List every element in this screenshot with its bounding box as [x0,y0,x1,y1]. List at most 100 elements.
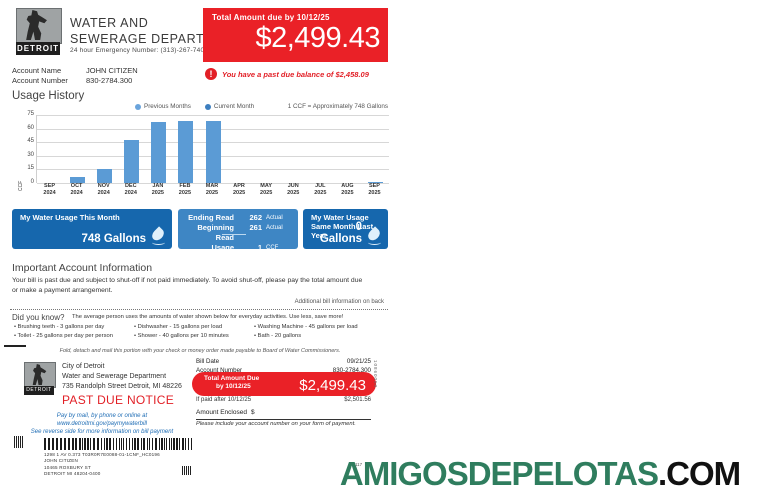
amount-enclosed-line [196,419,371,420]
chart-x-tick: MAY 2025 [253,183,280,197]
stub-total-due-banner: Total Amount Due by 10/12/25 $2,499.43 [192,372,376,396]
chart-plot-area: 75 60 45 30 15 0 [36,115,389,183]
amount-enclosed-input[interactable]: $ [251,409,371,416]
barcode-bar [64,438,66,450]
chart-bar-cell [335,115,362,183]
chart-legend: Previous Months Current Month [135,103,254,110]
chart-bar [124,140,139,183]
usage-this-month-value: 748 Gallons [20,233,146,245]
past-due-text: You have a past due balance of $2,458.09 [222,70,369,79]
stub-address-block: City of Detroit Water and Sewerage Depar… [62,362,182,392]
barcode-bar [75,438,77,450]
header-account-number-value: 830-2784.300 [86,76,132,85]
stub-pay-note-line1: Pay by mail, by phone or online at www.d… [12,412,192,428]
chart-y-axis-label: CCF [18,181,24,191]
barcode-bar [164,438,165,450]
chart-bar [151,122,166,183]
barcode-bar [191,438,192,450]
stub-street: 735 Randolph Street Detroit, MI 48226 [62,382,182,392]
detach-instruction: Fold, detach and mail this portion with … [40,348,360,354]
chart-bar [206,121,221,183]
usage-last-year-box: My Water Usage Same Month Last Year 0 Ga… [303,209,388,249]
right-column: Account Information Account NameJOHN CIT… [400,0,782,503]
water-fact: • Brushing teeth - 3 gallons per day [14,324,134,330]
chart-bar-cell [91,115,118,183]
barcode-bar [152,438,153,450]
water-fact: • Dishwasher - 15 gallons per load [134,324,254,330]
barcode-bar [123,438,124,450]
barcode-bar [119,438,120,450]
chart-bar-cell [254,115,281,183]
barcode-bar [109,438,111,450]
chart-x-tick: AUG 2025 [334,183,361,197]
water-fact: • Toilet - 25 gallons per day per person [14,333,134,339]
chart-x-axis: SEP 2024 OCT 2024 NOV 2024 DEC 2024 JAN 2025 FEB 20… [36,183,388,197]
mail-mark: 117 [355,462,362,467]
barcode-bar [90,438,91,450]
barcode-bar [141,438,142,450]
barcode-bar [129,438,130,450]
left-column: DETROIT WATER AND SEWERAGE DEPARTMENT 24… [0,0,398,503]
chart-y-tick: 60 [27,125,34,131]
stub-total-amount: $2,499.43 [299,377,366,394]
barcode-bar [185,438,186,450]
chart-x-tick: NOV 2024 [90,183,117,197]
stub-logo-icon: DETROIT [22,362,56,396]
stub-city: City of Detroit [62,362,182,372]
chart-bar-cell [37,115,64,183]
barcode-bar [104,438,105,450]
logo-band-label: DETROIT [16,42,60,55]
stub-after-due-label: If paid after 10/12/25 [196,397,251,403]
meter-read-divider [222,234,246,235]
chart-y-tick: 0 [31,179,34,185]
barcode-bar [149,438,150,450]
barcode-bar [48,438,50,450]
stub-small-code-icon [182,466,191,475]
meter-read-unit: Actual [266,223,292,243]
barcode-bar [79,438,81,450]
barcode-bar [173,438,175,450]
stub-pay-note: Pay by mail, by phone or online at www.d… [12,412,192,436]
usage-last-year-value: 0 Gallons [311,221,362,245]
meter-read-value: 1 [238,243,262,253]
barcode-bar [44,438,46,450]
amount-enclosed-label: Amount Enclosed [196,409,247,416]
stub-vertical-code: 10860050 [373,360,378,388]
chart-x-tick: APR 2025 [226,183,253,197]
usage-history-title: Usage History [12,90,84,102]
header-account-number-label: Account Number [12,76,86,85]
barcode-bar [97,438,99,450]
header-account-name-label: Account Name [12,66,86,75]
stub-after-due-value: $2,501.56 [344,397,371,403]
barcode-bar [106,438,108,450]
barcode-bar [121,438,122,450]
barcode-bar [182,438,184,450]
postal-barcode-left [44,438,194,450]
past-due-notice: ! You have a past due balance of $2,458.… [205,68,390,80]
chart-x-tick: JAN 2025 [144,183,171,197]
dotted-divider [10,309,388,310]
barcode-bar [137,438,139,450]
legend-label-previous: Previous Months [144,103,191,110]
barcode-bar [72,438,74,450]
alert-icon: ! [205,68,217,80]
did-you-know-label: Did you know? [12,313,64,322]
stub-total-label-1: Total Amount Due [204,375,259,382]
barcode-bar [166,438,167,450]
total-due-amount: $2,499.43 [203,22,380,55]
meter-read-row: Usage 1 CCF [184,243,292,253]
barcode-bar [93,438,95,450]
chart-bar [178,121,193,183]
water-fact: • Shower - 40 gallons per 10 minutes [134,333,254,339]
info-row: Bill Date 09/21/25 [196,358,371,367]
info-value: 09/21/25 [347,358,371,367]
barcode-bar [113,438,114,450]
barcode-bar [132,438,133,450]
water-drop-icon-2 [368,228,381,245]
water-fact: • Bath - 20 gallons [254,333,374,339]
stub-dept: Water and Sewerage Department [62,372,182,382]
header-account-name-row: Account Name JOHN CITIZEN [12,66,138,75]
chart-bars [37,115,389,183]
barcode-bar [171,438,172,450]
stub-qr-icon [14,436,24,448]
